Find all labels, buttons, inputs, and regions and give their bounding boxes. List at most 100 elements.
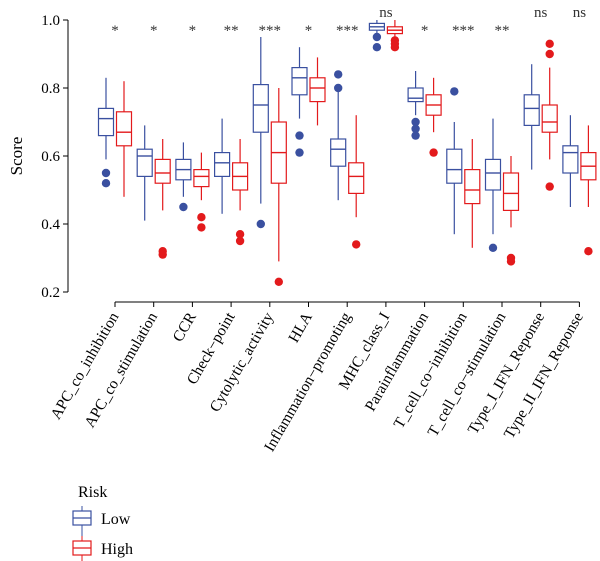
- box-low: [407, 71, 424, 140]
- box-iqr: [193, 169, 210, 188]
- outlier-point: [197, 213, 206, 222]
- y-tick-label: 0.8: [41, 81, 60, 97]
- box-low: [446, 87, 463, 235]
- x-tick-label: APC_co_inhibition: [47, 309, 122, 422]
- box-iqr: [348, 162, 365, 195]
- y-axis-title: Score: [7, 137, 26, 176]
- x-tick-label: APC_co_stimulation: [81, 309, 161, 430]
- box-high: [425, 77, 442, 157]
- box-high: [193, 152, 210, 232]
- box-low: [252, 37, 269, 229]
- box-iqr: [407, 87, 424, 103]
- legend-entry-high: High: [72, 536, 133, 561]
- y-axis: 0.2 0.4 0.6 0.8 1.0: [41, 13, 69, 301]
- box-iqr: [214, 152, 231, 178]
- outlier-point: [411, 124, 420, 133]
- significance-label: *: [111, 23, 119, 39]
- legend-title: Risk: [78, 484, 107, 501]
- significance-label: *: [305, 23, 313, 39]
- box-iqr: [541, 104, 558, 133]
- box-low: [97, 77, 115, 188]
- outlier-point: [179, 202, 188, 212]
- box-iqr: [154, 158, 171, 184]
- outlier-point: [411, 131, 420, 140]
- legend-label: Low: [101, 511, 131, 528]
- outlier-point: [545, 182, 554, 191]
- box-low: [523, 64, 540, 170]
- outlier-point: [256, 219, 265, 229]
- significance-label: *: [189, 23, 197, 39]
- significance-label: ***: [259, 23, 282, 39]
- box-high: [232, 139, 249, 246]
- box-iqr: [523, 94, 540, 127]
- outlier-point: [235, 236, 245, 246]
- box-low: [368, 20, 385, 52]
- outlier-point: [372, 43, 382, 52]
- box-high: [309, 57, 326, 126]
- box-high: [464, 139, 481, 248]
- outlier-point: [488, 243, 498, 252]
- outlier-point: [295, 131, 304, 140]
- box-high: [154, 139, 171, 259]
- legend-entry-low: Low: [72, 506, 131, 536]
- box-low: [484, 118, 502, 252]
- outlier-point: [450, 87, 459, 96]
- box-iqr: [330, 138, 347, 167]
- outlier-point: [584, 247, 593, 256]
- box-iqr: [562, 145, 579, 174]
- box-low: [291, 47, 308, 157]
- outlier-point: [334, 83, 343, 93]
- box-iqr: [484, 158, 502, 191]
- box-high: [348, 115, 365, 249]
- outlier-point: [429, 148, 438, 157]
- significance-label: *: [421, 23, 429, 39]
- box-iqr: [502, 172, 520, 212]
- y-tick-label: 0.4: [41, 217, 60, 233]
- outlier-point: [197, 223, 206, 232]
- legend-label: High: [101, 541, 133, 558]
- box-low: [562, 115, 579, 207]
- box-high: [115, 81, 133, 197]
- box-high: [386, 20, 403, 52]
- significance-label: **: [224, 23, 239, 39]
- y-tick-label: 0.2: [41, 285, 60, 301]
- box-low: [214, 118, 231, 214]
- significance-label: **: [495, 23, 510, 39]
- box-high: [270, 88, 287, 286]
- box-low: [330, 70, 347, 201]
- outlier-point: [372, 32, 382, 42]
- box-iqr: [446, 148, 463, 184]
- outlier-point: [506, 257, 516, 266]
- x-tick-label: HLA: [285, 309, 316, 346]
- box-high: [502, 156, 520, 266]
- box-iqr: [136, 148, 153, 177]
- box-iqr: [97, 107, 115, 137]
- box-high: [580, 125, 597, 256]
- significance-label: ns: [573, 5, 587, 21]
- box-iqr: [115, 111, 133, 147]
- y-tick-label: 1.0: [41, 13, 60, 29]
- legend: Risk Low High: [72, 484, 133, 561]
- outlier-point: [352, 240, 361, 249]
- outlier-point: [101, 168, 111, 178]
- outlier-point: [411, 117, 420, 127]
- box-low: [136, 125, 153, 221]
- box-high: [541, 39, 558, 191]
- outlier-point: [295, 148, 304, 157]
- box-iqr: [464, 169, 481, 205]
- box-iqr: [252, 83, 269, 133]
- significance-layer: * * * ** *** * ***ns* *** **ns ns: [111, 5, 586, 39]
- outlier-point: [545, 49, 554, 59]
- box-iqr: [291, 66, 308, 96]
- x-tick-label: CCR: [170, 309, 201, 345]
- significance-label: ***: [336, 23, 359, 39]
- significance-label: *: [150, 23, 158, 39]
- outlier-point: [390, 43, 400, 52]
- box-layer: [97, 20, 597, 286]
- outlier-point: [274, 277, 283, 286]
- significance-label: ***: [452, 23, 475, 39]
- box-iqr: [309, 77, 326, 103]
- outlier-point: [545, 39, 554, 48]
